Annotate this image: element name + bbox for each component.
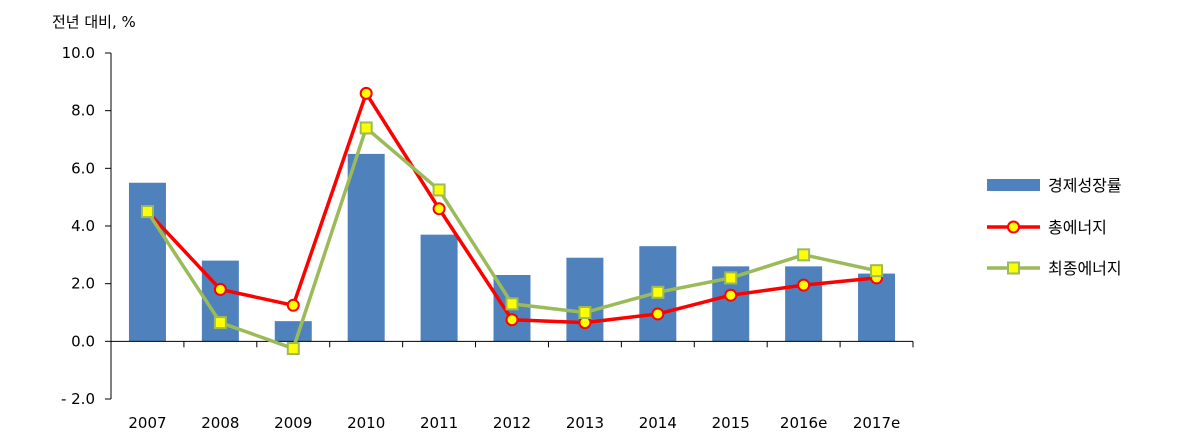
point-1-2011 [432,202,446,216]
point-2-2010 [359,121,373,135]
point-1-2015 [724,288,738,302]
point-2-2011 [432,183,446,197]
x-tick-label: 2016e [780,414,827,432]
point-1-2012 [505,313,519,327]
y-tick-label: 0.0 [71,332,95,350]
legend-marker-1 [1007,220,1020,234]
bar-2011 [420,234,458,342]
x-tick-label: 2011 [420,414,458,432]
legend-swatch-0 [987,179,1040,191]
point-2-2012 [505,297,519,311]
x-tick-label: 2013 [566,414,604,432]
point-2-2009 [286,342,300,356]
lines-layer [140,86,884,356]
x-tick-label: 2010 [347,414,385,432]
legend-label-2: 최종에너지 [1048,259,1122,278]
y-tick-label: 2.0 [71,275,95,293]
x-tick-label: 2009 [274,414,312,432]
point-2-2017e [870,264,884,278]
point-1-2010 [359,86,373,100]
bar-2010 [347,153,385,342]
legend-marker-2 [1007,261,1020,275]
legend-label-0: 경제성장률 [1048,176,1122,195]
y-tick-label: 10.0 [62,44,95,62]
x-tick-label: 2014 [639,414,677,432]
bar-2009 [274,321,312,342]
point-2-2013 [578,306,592,319]
point-2-2007 [140,205,154,219]
y-tick-label: 8.0 [71,102,95,120]
point-2-2016e [797,248,811,262]
point-2-2014 [651,285,665,299]
y-tick-label: 4.0 [71,217,95,235]
y-tick-label: 6.0 [71,159,95,177]
x-tick-label: 2017e [853,414,900,432]
bar-2017e [858,273,896,342]
legend-label-1: 총에너지 [1048,218,1107,237]
point-1-2009 [286,298,300,312]
point-2-2008 [213,316,227,330]
x-tick-label: 2007 [128,414,166,432]
bar-2016e [785,266,823,342]
point-2-2015 [724,271,738,285]
point-1-2016e [797,278,811,292]
x-tick-label: 2008 [201,414,239,432]
y-tick-label: - 2.0 [61,390,95,408]
x-tick-label: 2012 [493,414,531,432]
point-1-2014 [651,307,665,321]
y-axis-unit-label: 전년 대비, % [52,13,136,31]
x-tick-label: 2015 [712,414,750,432]
point-1-2008 [213,282,227,296]
axes-layer: - 2.0 0.0 2.0 4.0 6.0 8.0 10.0 2007 2008 2009 2010… [61,44,914,432]
